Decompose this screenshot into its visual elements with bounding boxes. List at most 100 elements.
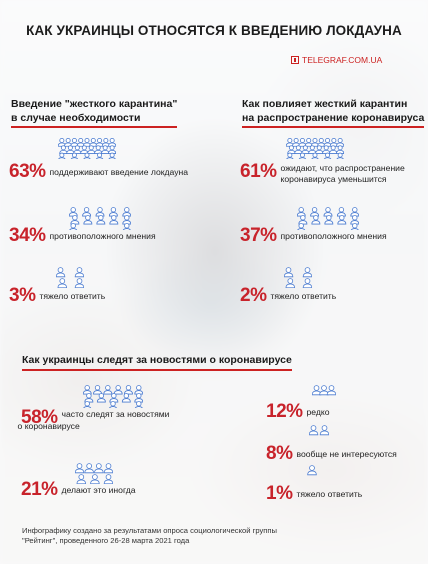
person-figure	[95, 207, 105, 217]
person-figure	[82, 137, 92, 147]
person-figure	[297, 223, 306, 230]
people-group-icon	[58, 137, 116, 159]
person-figure	[122, 223, 131, 230]
person-figure	[74, 278, 84, 288]
person-figure	[69, 207, 78, 217]
person-figure	[287, 145, 296, 154]
person-figure	[350, 207, 359, 217]
person-figure	[94, 145, 103, 154]
stat-percent: 1%	[266, 483, 293, 504]
person-figure	[75, 463, 85, 474]
brand-label: TELEGRAF.COM.UA	[302, 55, 383, 65]
telegraf-logo-icon	[291, 56, 299, 64]
page-title: КАК УКРАИНЦЫ ОТНОСЯТСЯ К ВВЕДЕНИЮ ЛОКДАУ…	[26, 23, 402, 38]
news-stat-2: 21% делают это иногда	[21, 480, 135, 500]
right-stat-2: 37% противоположного мнения	[240, 226, 387, 246]
person-figure	[323, 152, 332, 159]
person-figure	[336, 145, 344, 154]
right-heading-line-1: Как повлияет жесткий карантин	[242, 98, 408, 110]
news-stat-3: 12% редко	[266, 402, 330, 422]
person-figure	[302, 278, 312, 288]
news-stat-5: 1% тяжело ответить	[266, 484, 362, 504]
person-figure	[294, 145, 303, 154]
person-figure	[284, 267, 294, 278]
stat-label: тяжело ответить	[39, 291, 106, 301]
person-figure	[301, 145, 310, 154]
person-figure	[309, 425, 319, 436]
people-group-icon	[286, 137, 344, 159]
people-group-icon	[284, 266, 312, 288]
person-figure	[336, 152, 344, 159]
person-figure	[69, 223, 78, 230]
brand[interactable]: TELEGRAF.COM.UA	[291, 55, 382, 65]
person-figure	[319, 385, 329, 396]
right-heading-line-2: на распространение коронавируса	[242, 112, 425, 124]
footnote-line-1: Инфографику создано за результатами опро…	[22, 526, 277, 535]
stat-label-line-2: коронавируса уменьшится	[280, 174, 387, 184]
person-figure	[109, 401, 117, 408]
stat-percent: 58%	[21, 407, 58, 428]
person-figure	[74, 267, 84, 278]
people-group-icon	[297, 206, 359, 230]
person-figure	[70, 152, 79, 159]
person-figure	[322, 145, 331, 154]
people-group-icon	[305, 464, 319, 482]
person-figure	[308, 145, 317, 154]
person-figure	[311, 215, 321, 225]
person-figure	[124, 385, 133, 395]
person-figure	[323, 207, 333, 217]
person-figure	[310, 207, 320, 217]
person-figure	[84, 393, 94, 403]
stat-percent: 37%	[240, 225, 277, 246]
stat-label-line-2: о коронавирусе	[17, 421, 80, 431]
people-group-icon	[69, 206, 131, 230]
person-figure	[96, 393, 106, 403]
person-figure	[113, 385, 123, 395]
stat-label: редко	[306, 407, 330, 417]
person-figure	[310, 137, 320, 147]
person-figure	[80, 145, 89, 154]
person-figure	[58, 152, 66, 159]
person-figure	[337, 215, 347, 225]
stat-percent: 12%	[266, 401, 303, 422]
person-figure	[83, 152, 91, 159]
stat-percent: 21%	[21, 479, 58, 500]
person-figure	[70, 215, 80, 225]
person-figure	[329, 145, 338, 154]
person-figure	[286, 152, 294, 159]
person-figure	[83, 385, 92, 395]
left-stat-3: 3% тяжело ответить	[9, 286, 105, 306]
person-figure	[336, 137, 344, 147]
person-figure	[122, 215, 131, 225]
right-stat-3: 2% тяжело ответить	[240, 286, 336, 306]
people-group-icon	[83, 384, 143, 408]
person-figure	[134, 393, 143, 403]
person-figure	[122, 207, 131, 217]
right-stat-1: 61% ожидают, что распространение коронав…	[240, 162, 405, 185]
stat-percent: 61%	[240, 161, 277, 182]
person-figure	[83, 215, 93, 225]
person-figure	[73, 145, 82, 154]
stat-percent: 3%	[9, 285, 36, 306]
person-figure	[134, 385, 143, 395]
person-figure	[109, 215, 119, 225]
news-stat-4: 8% вообще не интересуются	[266, 444, 397, 464]
person-figure	[103, 474, 113, 484]
person-figure	[66, 145, 75, 154]
person-figure	[103, 385, 113, 395]
stat-label: тяжело ответить	[270, 291, 337, 301]
news-heading-text: Как украинцы следят за новостями о корон…	[22, 354, 292, 366]
person-figure	[56, 267, 66, 278]
stat-percent: 63%	[9, 161, 46, 182]
person-figure	[84, 463, 94, 474]
person-figure	[83, 401, 92, 408]
person-figure	[307, 465, 317, 476]
person-figure	[298, 152, 307, 159]
stat-label: тяжело ответить	[296, 489, 363, 499]
person-figure	[285, 278, 296, 288]
person-figure	[76, 137, 85, 147]
person-figure	[108, 137, 116, 147]
person-figure	[57, 278, 68, 288]
person-figure	[101, 145, 110, 154]
